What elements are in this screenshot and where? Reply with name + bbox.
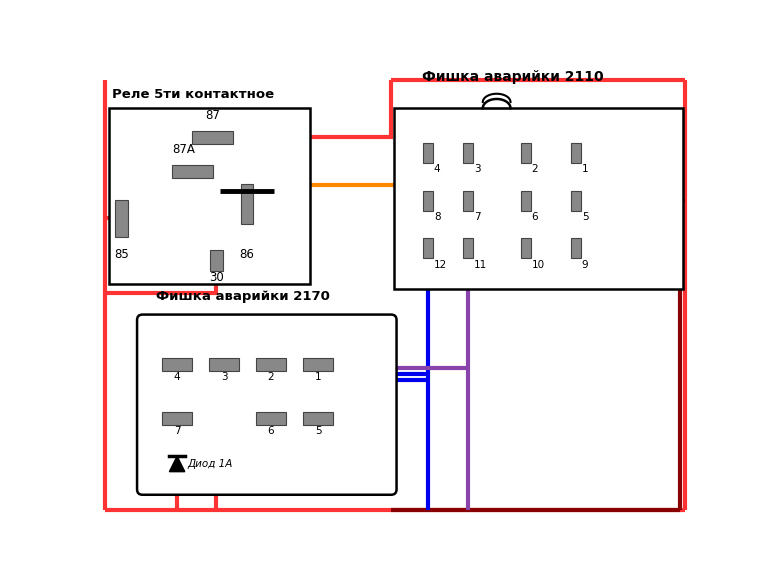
Bar (463, 238, 473, 259)
Text: 5: 5 (315, 426, 322, 436)
Text: Реле 5ти контактное: Реле 5ти контактное (111, 88, 274, 101)
Bar (162, 413, 192, 425)
Bar (521, 143, 531, 163)
Text: 11: 11 (474, 260, 487, 270)
Bar (257, 358, 286, 371)
Bar (571, 143, 581, 163)
Text: 12: 12 (434, 260, 447, 270)
Bar (192, 131, 233, 144)
Bar (571, 238, 581, 259)
Text: 3: 3 (474, 164, 481, 174)
Text: 9: 9 (582, 260, 588, 270)
Text: 5: 5 (582, 212, 588, 222)
Bar (108, 108, 310, 284)
Bar (394, 108, 683, 289)
Bar (571, 191, 581, 211)
FancyBboxPatch shape (137, 314, 397, 495)
Text: Диод 1А: Диод 1А (187, 459, 233, 469)
Text: 85: 85 (114, 248, 129, 261)
Text: 2: 2 (532, 164, 538, 174)
Text: 86: 86 (240, 248, 254, 261)
Bar (303, 413, 332, 425)
Text: 6: 6 (532, 212, 538, 222)
Bar (423, 191, 433, 211)
Bar (303, 358, 332, 371)
Bar (423, 238, 433, 259)
Bar (521, 238, 531, 259)
Text: 1: 1 (315, 372, 322, 382)
Text: 7: 7 (474, 212, 481, 222)
Bar (463, 143, 473, 163)
Bar (521, 191, 531, 211)
Text: 4: 4 (174, 372, 180, 382)
Text: 87: 87 (205, 109, 220, 122)
Text: Фишка аварийки 2170: Фишка аварийки 2170 (156, 290, 330, 303)
Bar (423, 143, 433, 163)
Text: 87А: 87А (172, 143, 195, 156)
Text: 3: 3 (221, 372, 227, 382)
Bar (257, 413, 286, 425)
Text: 7: 7 (174, 426, 180, 436)
Bar (241, 184, 254, 224)
Polygon shape (169, 456, 185, 472)
Bar (463, 191, 473, 211)
Text: 6: 6 (267, 426, 274, 436)
Bar (115, 200, 128, 237)
Text: Фишка аварийки 2110: Фишка аварийки 2110 (422, 70, 604, 84)
Bar (172, 165, 213, 178)
Text: 8: 8 (434, 212, 441, 222)
Text: 10: 10 (532, 260, 545, 270)
Bar (210, 250, 223, 271)
Bar (209, 358, 239, 371)
Text: 4: 4 (434, 164, 441, 174)
Text: 30: 30 (209, 271, 223, 284)
Bar (162, 358, 192, 371)
Text: 2: 2 (267, 372, 274, 382)
Text: 1: 1 (582, 164, 588, 174)
